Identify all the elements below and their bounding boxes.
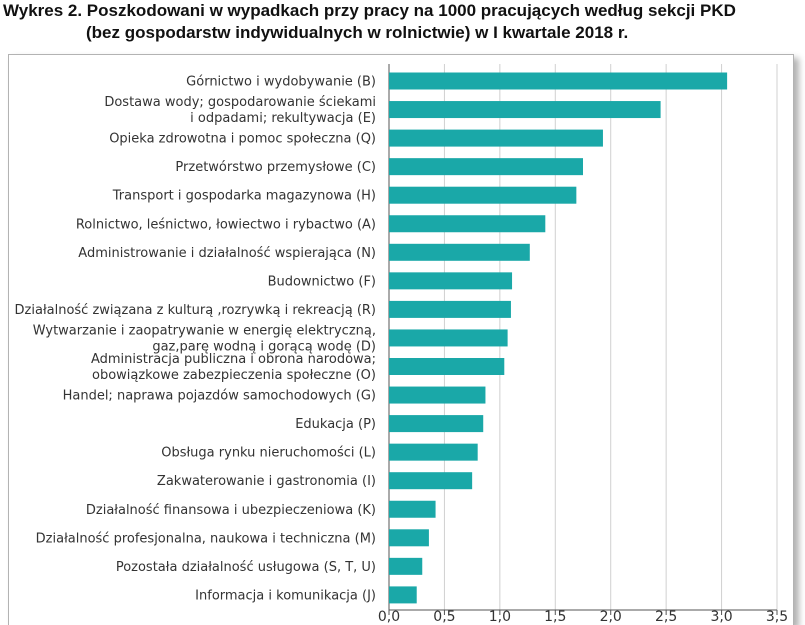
x-tick-label: 3,5 [766, 609, 788, 624]
x-tick-label: 3,0 [710, 609, 732, 624]
category-label: Transport i gospodarka magazynowa (H) [112, 189, 376, 204]
category-label: Górnictwo i wydobywanie (B) [186, 75, 376, 90]
bar [389, 101, 661, 119]
bar [389, 300, 511, 318]
bar [389, 415, 484, 433]
category-label: Opieka zdrowotna i pomoc społeczna (Q) [109, 132, 376, 147]
category-label: Informacja i komunikacja (J) [195, 588, 376, 603]
bar [389, 358, 505, 375]
category-label: Administrowanie i działalność wspierając… [78, 246, 376, 261]
bar [389, 186, 577, 204]
category-labels: Górnictwo i wydobywanie (B) Dostawa wody;… [15, 75, 376, 604]
bar [389, 158, 583, 176]
category-label: gaz,parę wodną i gorącą wodę (D) [152, 339, 376, 354]
category-label: Pozostała działalność usługowa (S, T, U) [116, 560, 376, 575]
x-tick-label: 2,5 [655, 609, 677, 624]
category-label: obowiązkowe zabezpieczenia społeczne (O) [92, 368, 376, 383]
chart-title: Wykres 2. Poszkodowani w wypadkach przy … [0, 0, 805, 44]
category-label: i odpadami; rekultywacja (E) [190, 111, 376, 126]
bar [389, 443, 478, 461]
bar [389, 215, 546, 233]
x-tick-label: 2,0 [600, 609, 622, 624]
category-label: Wytwarzanie i zaopatrywanie w energię el… [33, 323, 376, 338]
bar [389, 529, 429, 547]
category-label: Przetwórstwo przemysłowe (C) [175, 160, 376, 175]
category-label: Budownictwo (F) [268, 274, 376, 289]
category-label: Administracja publiczna i obrona narodow… [91, 352, 376, 367]
bar [389, 557, 423, 575]
category-label: Handel; naprawa pojazdów samochodowych (… [63, 389, 376, 404]
category-label: Działalność finansowa i ubezpieczeniowa … [86, 503, 376, 518]
bar [389, 500, 436, 518]
bar [389, 243, 530, 261]
category-label: Rolnictwo, leśnictwo, łowiectwo i rybact… [76, 217, 376, 232]
x-axis-ticks: 0,0 0,5 1,0 1,5 2,0 2,5 3,0 3,5 [378, 609, 788, 624]
grid-lines [388, 64, 778, 615]
category-label: Działalność związana z kulturą ,rozrywką… [15, 303, 376, 318]
category-label: Zakwaterowanie i gastronomia (I) [157, 474, 376, 489]
x-tick-label: 1,5 [544, 609, 566, 624]
bars [389, 72, 728, 604]
x-tick-label: 1,0 [489, 609, 511, 624]
chart-title-line-2: (bez gospodarstw indywidualnych w rolnic… [86, 23, 629, 42]
bar [389, 586, 417, 604]
bar [389, 386, 486, 404]
category-label: Dostawa wody; gospodarowanie ściekami [104, 95, 376, 110]
bar [389, 72, 728, 90]
bar [389, 329, 508, 347]
bar [389, 272, 513, 290]
category-label: Obsługa rynku nieruchomości (L) [161, 446, 376, 461]
x-tick-label: 0,0 [378, 609, 400, 624]
chart-title-line-1: Wykres 2. Poszkodowani w wypadkach przy … [3, 1, 736, 20]
bar [389, 472, 473, 490]
category-label: Działalność profesjonalna, naukowa i tec… [36, 531, 376, 546]
x-tick-label: 0,5 [433, 609, 455, 624]
category-label: Edukacja (P) [295, 417, 376, 432]
bar [389, 129, 603, 147]
